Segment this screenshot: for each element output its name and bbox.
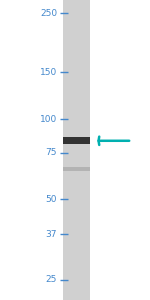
Bar — [63, 137, 90, 144]
Text: 150: 150 — [40, 68, 57, 77]
Bar — [63, 167, 90, 171]
Text: 37: 37 — [45, 230, 57, 239]
Text: 50: 50 — [45, 195, 57, 204]
Text: 100: 100 — [40, 115, 57, 124]
Text: 25: 25 — [46, 275, 57, 284]
Text: 75: 75 — [45, 148, 57, 157]
Text: 250: 250 — [40, 9, 57, 18]
Bar — [63, 0, 90, 300]
